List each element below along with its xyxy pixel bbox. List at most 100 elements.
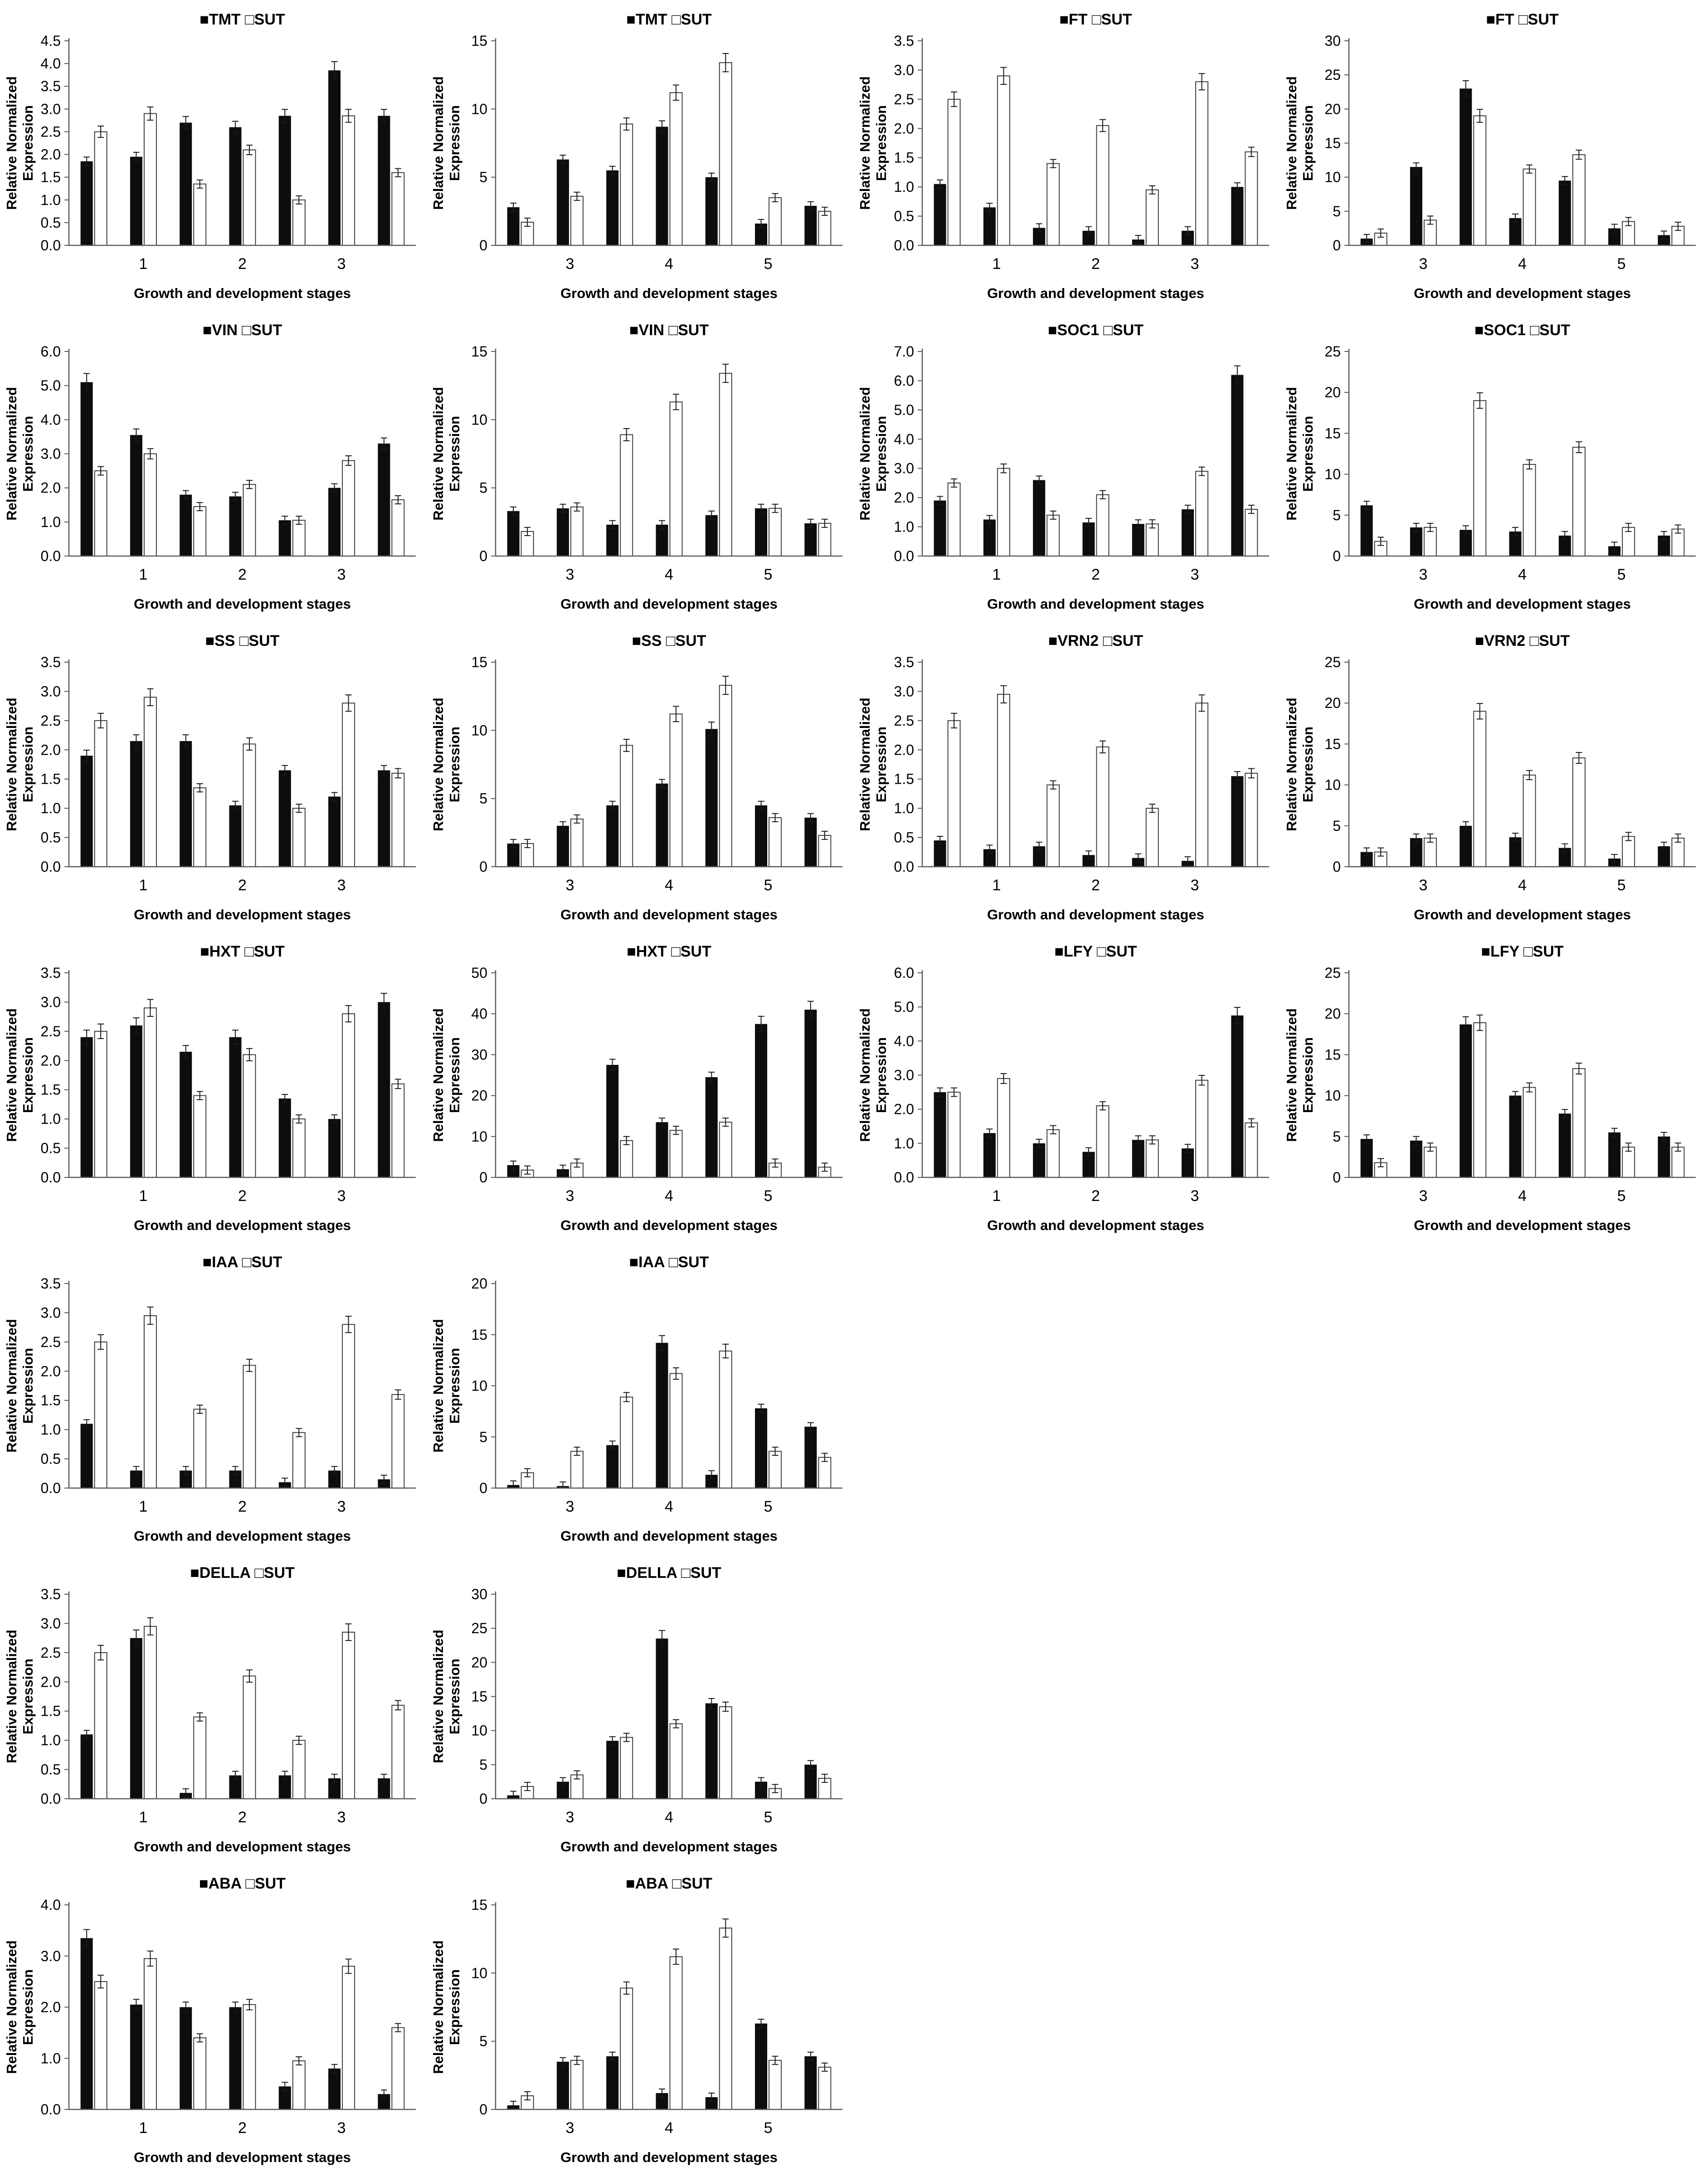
x-tick-label: 3 <box>337 255 346 273</box>
sut-bar <box>669 1956 683 2110</box>
y-tick-label: 4.5 <box>41 33 61 49</box>
y-axis-label: Relative NormalizedExpression <box>4 698 36 831</box>
sut-bar <box>769 508 782 556</box>
sut-bar <box>94 1981 107 2110</box>
bar-chart-canvas: ■FT □SUT 0.0 0.5 1.0 1.5 2.0 2.5 3.0 3.5 1 2 3 Relat… <box>857 11 1269 301</box>
y-axis-label: Relative NormalizedExpression <box>430 1630 462 1763</box>
chart-lfy-vs-sut-stages-3-4-5: ■LFY □SUT 0 5 10 15 20 25 3 4 5 Relative Normalize… <box>1280 934 1707 1245</box>
sut-bar <box>143 1625 157 1799</box>
y-tick-label: 2.5 <box>41 713 61 729</box>
gene-bar <box>278 770 291 867</box>
gene-bar <box>278 1098 291 1177</box>
gene-bar <box>180 1051 192 1177</box>
x-axis-label: Growth and development stages <box>134 907 351 923</box>
y-tick-label: 6.0 <box>894 372 914 389</box>
bar-chart-canvas: ■IAA □SUT 0 5 10 15 20 3 4 5 Relative NormalizedE… <box>430 1254 842 1544</box>
gene-bar <box>507 511 520 556</box>
y-tick-label: 2.5 <box>894 91 914 107</box>
sut-bar <box>1145 808 1159 867</box>
sut-bar <box>1245 1122 1258 1178</box>
gene-bar <box>130 435 142 556</box>
x-tick-label: 3 <box>1419 1187 1427 1205</box>
gene-bar <box>180 122 192 245</box>
gene-bar <box>80 161 93 245</box>
y-tick-label: 20 <box>1324 1006 1341 1022</box>
sut-bar <box>391 2027 405 2110</box>
gene-bar <box>378 116 390 245</box>
bar-chart-canvas: ■FT □SUT 0 5 10 15 20 25 30 3 4 5 Relative Normaliz… <box>1284 11 1696 301</box>
y-tick-label: 3.0 <box>41 1615 61 1631</box>
chart-row-3: ■SS □SUT 0.0 0.5 1.0 1.5 2.0 2.5 3.0 3.5 1 2 3 Relat… <box>0 623 1708 934</box>
sut-bar <box>193 1095 207 1178</box>
y-tick-label: 1.0 <box>41 800 61 816</box>
sut-bar <box>620 434 633 556</box>
chart-tmt-vs-sut-stages-3-4-5: ■TMT □SUT 0 5 10 15 3 4 5 Relative NormalizedExp… <box>427 2 853 312</box>
y-tick-label: 10 <box>471 101 487 117</box>
sut-bar <box>143 1007 157 1178</box>
gene-bar <box>1082 522 1095 556</box>
sut-bar <box>1245 151 1258 246</box>
sut-bar <box>342 1013 355 1178</box>
sut-bar <box>669 401 683 556</box>
y-tick-label: 20 <box>1324 384 1341 400</box>
sut-bar <box>769 197 782 246</box>
chart-row-1: ■TMT □SUT 0.0 0.5 1.0 1.5 2.0 2.5 3.0 3.5 4.0 4.5 1… <box>0 2 1708 312</box>
gene-bar <box>1231 375 1244 556</box>
sut-bar <box>769 1450 782 1489</box>
x-tick-label: 1 <box>139 255 147 273</box>
bar-chart-canvas: ■SS □SUT 0 5 10 15 3 4 5 Relative NormalizedExpr… <box>430 632 842 923</box>
x-axis-label: Growth and development stages <box>560 1217 778 1233</box>
sut-bar <box>292 1740 306 1799</box>
chart-hxt-vs-sut-stages-1-2-3: ■HXT □SUT 0.0 0.5 1.0 1.5 2.0 2.5 3.0 3.5 1 2 3 Rela… <box>0 934 427 1245</box>
y-tick-label: 4.0 <box>894 1033 914 1049</box>
bar-chart-canvas: ■ABA □SUT 0 5 10 15 3 4 5 Relative NormalizedExp… <box>430 1875 842 2165</box>
sut-bar <box>1572 447 1586 556</box>
chart-ss-vs-sut-stages-1-2-3: ■SS □SUT 0.0 0.5 1.0 1.5 2.0 2.5 3.0 3.5 1 2 3 Relat… <box>0 623 427 934</box>
legend: ■TMT □SUT <box>626 11 712 28</box>
sut-bar <box>1096 494 1109 557</box>
gene-bar <box>1182 509 1194 556</box>
y-tick-label: 0.0 <box>41 2101 61 2118</box>
y-tick-label: 3.5 <box>41 1275 61 1292</box>
y-tick-label: 1.5 <box>41 1703 61 1719</box>
sut-bar <box>997 468 1010 557</box>
gene-bar <box>229 805 242 867</box>
gene-bar <box>1460 1024 1472 1177</box>
x-axis-label: Growth and development stages <box>987 1217 1204 1233</box>
x-tick-label: 4 <box>665 877 673 894</box>
y-tick-label: 1.0 <box>894 1135 914 1152</box>
sut-bar <box>1473 1022 1487 1178</box>
sut-bar <box>1096 125 1109 246</box>
gene-bar <box>804 1010 817 1177</box>
y-tick-label: 40 <box>471 1006 487 1022</box>
sut-bar <box>143 1958 157 2110</box>
sut-bar <box>292 808 306 867</box>
sut-bar <box>94 1030 107 1178</box>
gene-bar <box>755 2023 768 2109</box>
gene-bar <box>1608 546 1621 556</box>
y-tick-label: 1.5 <box>894 771 914 787</box>
sut-bar <box>818 2066 832 2110</box>
gene-bar <box>328 70 341 245</box>
x-tick-label: 3 <box>565 255 574 273</box>
y-tick-label: 2.0 <box>41 1052 61 1069</box>
y-tick-label: 0 <box>1333 237 1341 254</box>
gene-bar <box>656 127 668 245</box>
y-tick-label: 2.5 <box>41 1023 61 1040</box>
x-tick-label: 2 <box>1091 566 1100 583</box>
y-tick-label: 2.0 <box>41 1999 61 2016</box>
y-tick-label: 20 <box>1324 695 1341 711</box>
x-tick-label: 3 <box>337 877 346 894</box>
y-tick-label: 1.0 <box>41 2050 61 2066</box>
x-tick-label: 5 <box>764 255 773 273</box>
sut-bar <box>1096 1105 1109 1178</box>
legend: ■DELLA □SUT <box>190 1564 295 1581</box>
sut-bar <box>719 373 732 557</box>
sut-bar <box>1671 1147 1685 1178</box>
sut-bar <box>391 1704 405 1800</box>
gene-bar <box>1360 505 1373 556</box>
x-tick-label: 3 <box>1191 255 1199 273</box>
x-tick-label: 3 <box>1419 255 1427 273</box>
y-axis-label: Relative NormalizedExpression <box>430 698 462 831</box>
sut-bar <box>719 62 732 246</box>
